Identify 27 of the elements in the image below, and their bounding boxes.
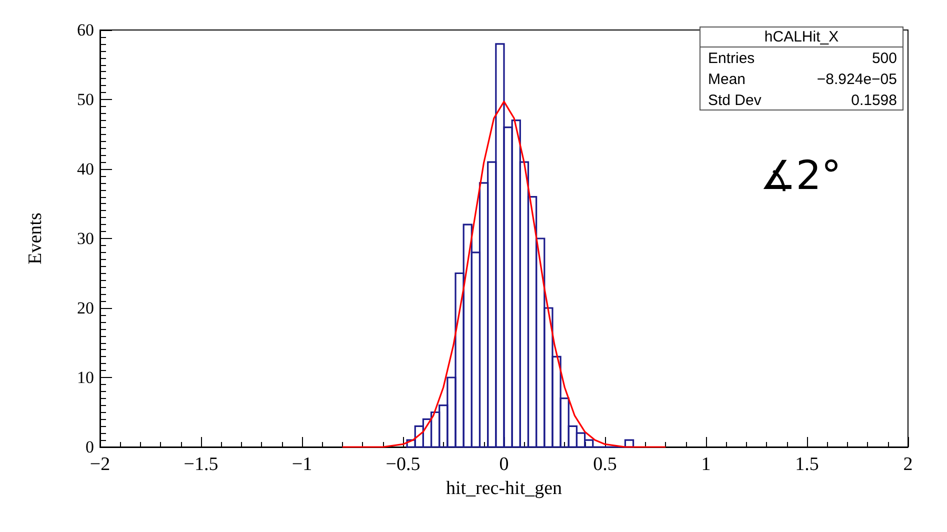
annotation: −8.924e−05: [816, 71, 897, 88]
x-tick-label: −2: [90, 454, 110, 475]
annotation: Mean: [708, 71, 746, 88]
y-axis-title: Events: [25, 212, 46, 264]
x-tick-label: 2: [903, 454, 913, 475]
annotation: hCALHit_X: [764, 28, 839, 46]
y-tick-label: 40: [77, 160, 94, 178]
y-tick-label: 10: [77, 368, 94, 387]
y-tick-label: 20: [77, 298, 94, 318]
x-tick-label: −1.5: [184, 454, 218, 475]
y-tick-label: 50: [77, 90, 94, 109]
y-tick-label: 30: [77, 229, 94, 248]
annotation: Entries: [708, 50, 755, 67]
x-tick-label: 1: [701, 454, 711, 475]
y-tick-label: 60: [77, 20, 94, 40]
x-tick-label: 0.5: [593, 454, 617, 475]
annotation: Std Dev: [708, 92, 762, 109]
x-axis-title: hit_rec-hit_gen: [446, 478, 563, 499]
annotation: ∡2°: [760, 153, 842, 199]
x-tick-label: 0: [499, 454, 509, 475]
annotation: 500: [872, 50, 897, 67]
x-tick-label: 1.5: [795, 454, 819, 475]
line-series: [342, 100, 666, 448]
annotation: 0.1598: [851, 92, 897, 109]
x-tick-label: −0.5: [386, 454, 420, 475]
x-tick-label: −1: [292, 454, 312, 475]
y-tick-label: 0: [86, 438, 94, 456]
